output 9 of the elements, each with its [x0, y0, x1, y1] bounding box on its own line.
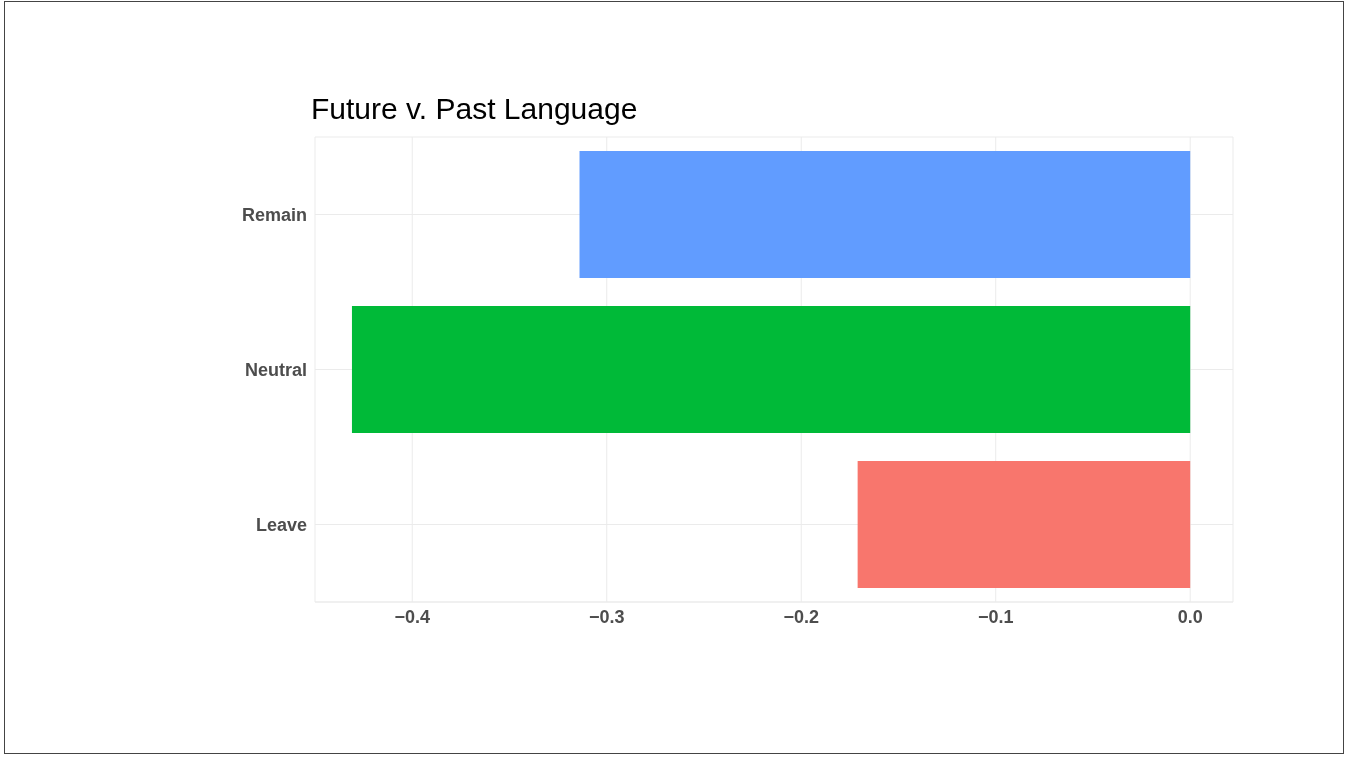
x-tick-label: −0.1 [977, 606, 1014, 627]
y-tick-label: Neutral [244, 359, 307, 380]
x-tick-label: −0.2 [783, 606, 819, 627]
x-tick-label: −0.3 [588, 606, 625, 627]
x-tick-label: 0.0 [1177, 606, 1203, 627]
x-tick-label: −0.4 [394, 606, 431, 627]
y-tick-label: Leave [255, 514, 307, 535]
y-tick-label: Remain [241, 204, 307, 225]
chart-title: Future v. Past Language [311, 92, 638, 126]
